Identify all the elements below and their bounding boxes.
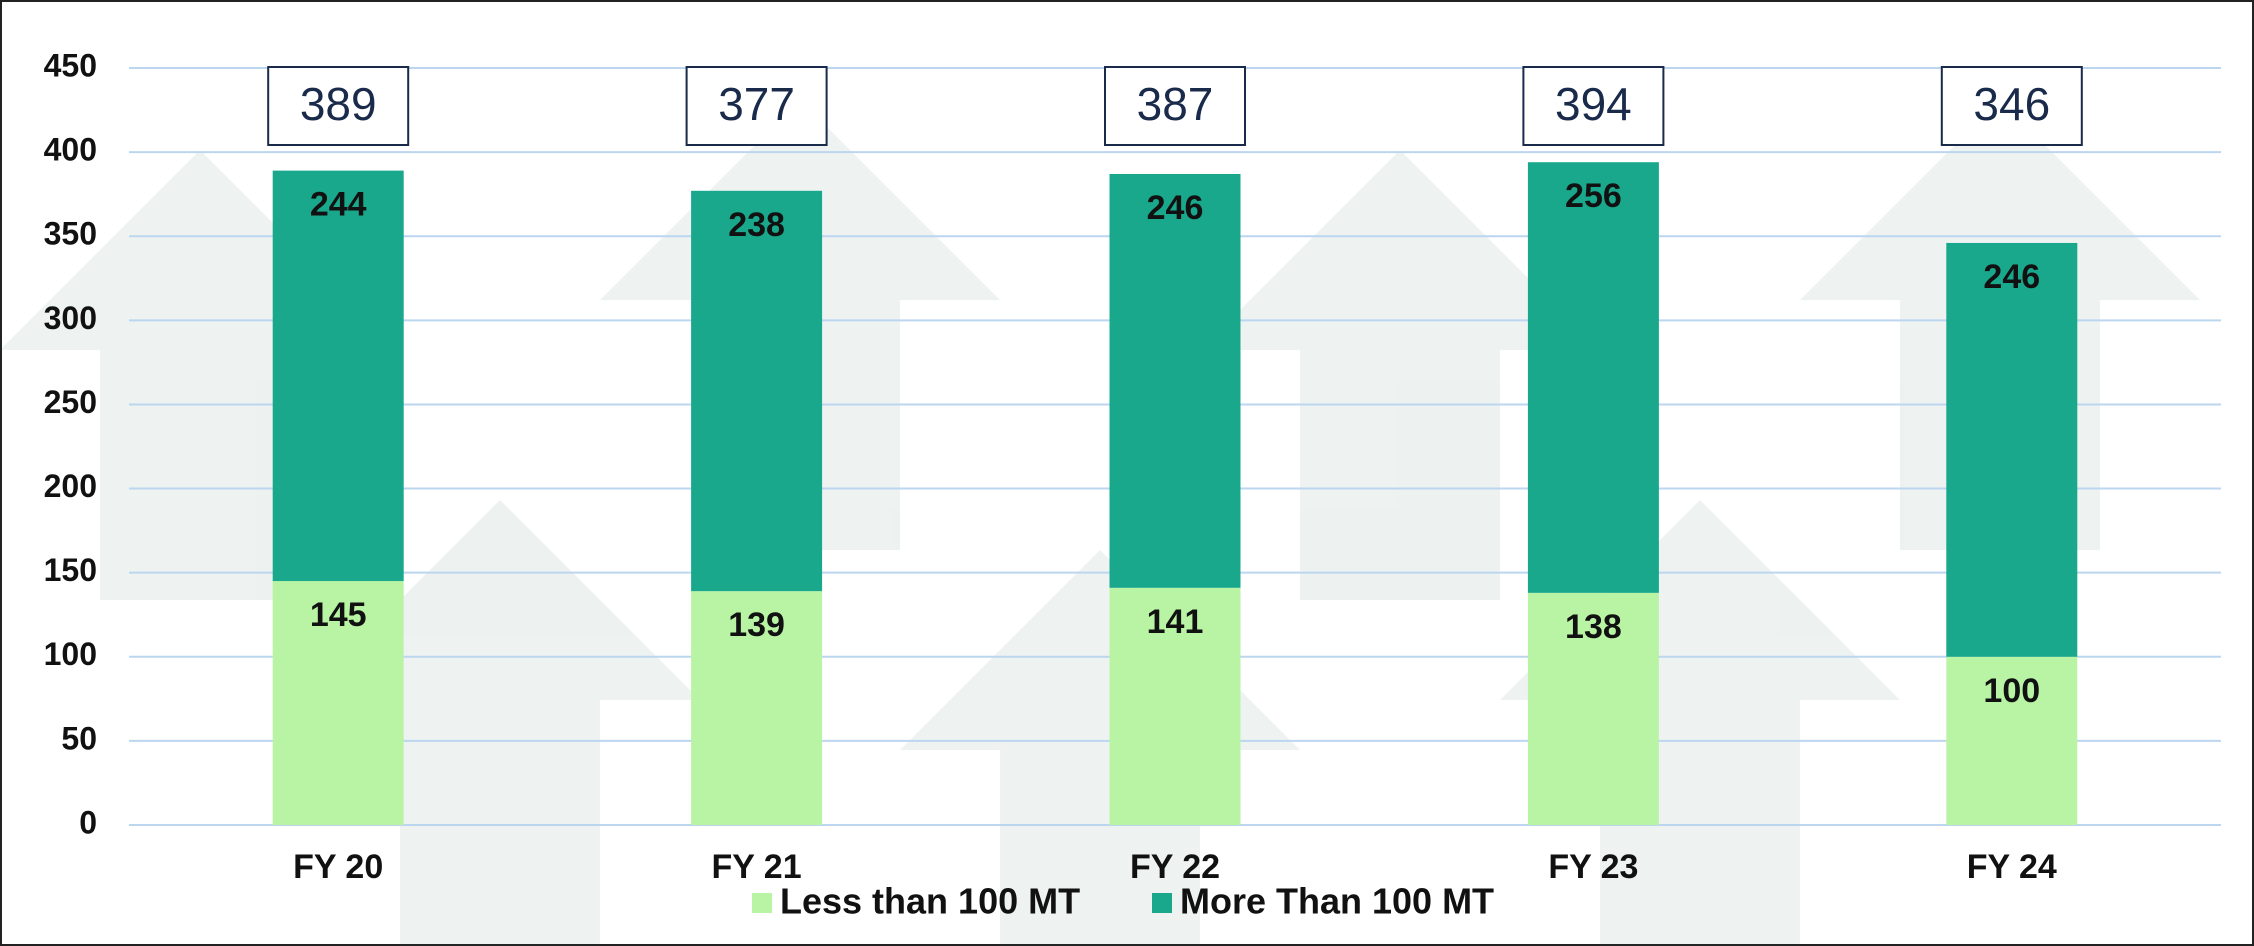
y-tick-label: 150: [44, 552, 97, 588]
legend-swatch: [1152, 893, 1172, 913]
x-tick-label: FY 24: [1967, 848, 2057, 886]
data-label: 145: [310, 596, 367, 634]
total-label: 346: [1973, 78, 2050, 130]
bar-segment: [1946, 243, 2077, 657]
total-label: 394: [1555, 78, 1632, 130]
y-tick-label: 100: [44, 636, 97, 672]
y-tick-label: 450: [44, 47, 97, 83]
y-tick-label: 0: [79, 804, 97, 840]
y-tick-label: 50: [61, 720, 97, 756]
data-label: 100: [1983, 672, 2040, 710]
bar-segment: [1528, 162, 1659, 593]
legend-swatch: [752, 893, 772, 913]
data-label: 246: [1983, 258, 2040, 296]
total-label: 377: [718, 78, 795, 130]
x-tick-label: FY 20: [293, 848, 383, 886]
data-label: 246: [1147, 189, 1204, 227]
y-tick-label: 350: [44, 216, 97, 252]
x-tick-label: FY 23: [1548, 848, 1638, 886]
data-label: 139: [728, 606, 785, 644]
y-tick-label: 250: [44, 384, 97, 420]
legend-label: Less than 100 MT: [780, 881, 1080, 922]
bar-segment: [273, 171, 404, 581]
data-label: 141: [1147, 603, 1204, 641]
legend-label: More Than 100 MT: [1180, 881, 1494, 922]
bar-segment: [691, 191, 822, 591]
data-label: 244: [310, 186, 367, 224]
y-tick-label: 400: [44, 132, 97, 168]
data-label: 256: [1565, 177, 1622, 215]
total-label: 387: [1137, 78, 1214, 130]
y-tick-label: 300: [44, 300, 97, 336]
chart: 0 50 100 150 200 250 300 350 400 450 145 244 389 FY 2…: [0, 0, 2254, 946]
bar-segment: [1110, 174, 1241, 588]
data-label: 138: [1565, 608, 1622, 646]
total-label: 389: [300, 78, 377, 130]
y-tick-label: 200: [44, 468, 97, 504]
data-label: 238: [728, 206, 785, 244]
